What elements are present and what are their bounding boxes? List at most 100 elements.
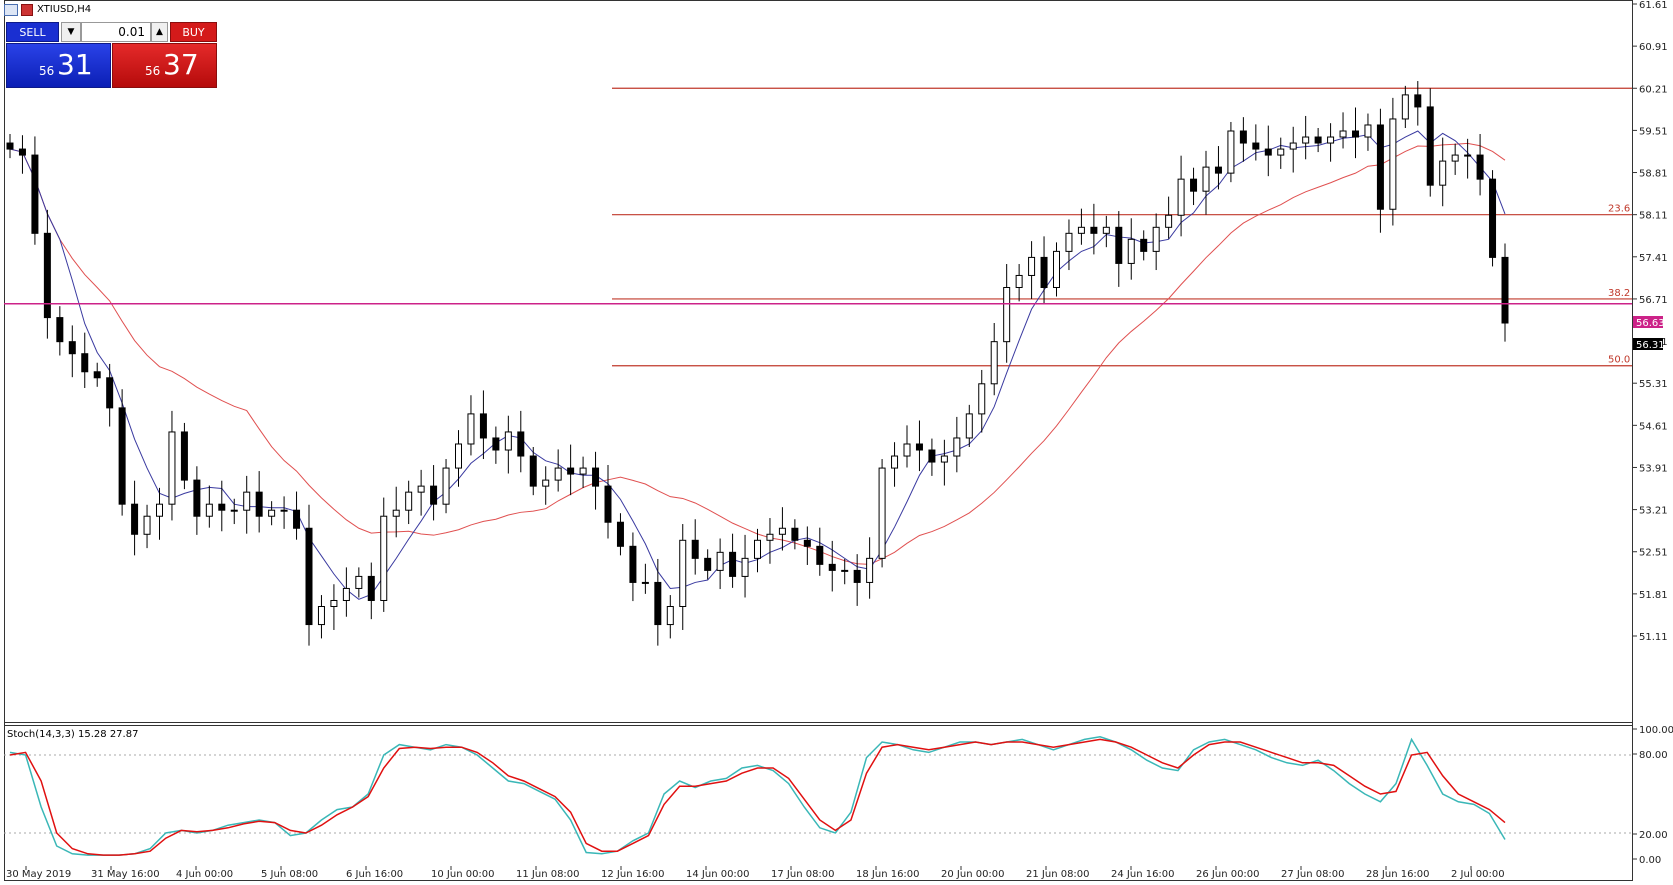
x-tick-label: 18 Jun 16:00 xyxy=(856,869,920,880)
sell-price-box[interactable]: 56 31 xyxy=(6,43,111,88)
candle-body xyxy=(1489,178,1497,258)
candle xyxy=(990,323,998,396)
x-tick-label: 5 Jun 08:00 xyxy=(261,869,318,880)
candle xyxy=(828,540,836,592)
candle xyxy=(1314,127,1322,153)
candle xyxy=(716,538,724,590)
y-tick-label: 60.21 xyxy=(1639,84,1668,95)
candle-body xyxy=(305,527,313,626)
candle-body xyxy=(704,557,712,571)
candle xyxy=(978,369,986,433)
candle-body xyxy=(1202,166,1210,192)
candle-body xyxy=(953,437,961,457)
candle xyxy=(330,584,338,630)
lot-increment-arrow-icon[interactable]: ▲ xyxy=(151,22,168,42)
buy-price-box[interactable]: 56 37 xyxy=(112,43,217,88)
candle-body xyxy=(180,431,188,481)
candle-body xyxy=(754,539,761,559)
candle xyxy=(1214,146,1222,190)
candle xyxy=(1239,117,1247,162)
candle xyxy=(1489,170,1497,267)
candle xyxy=(529,447,537,496)
candle xyxy=(43,209,51,339)
lot-size-input[interactable]: 0.01 xyxy=(81,22,151,42)
candle-body xyxy=(1277,148,1285,156)
fibonacci-levels[interactable]: 23.6 38.2 50.0 xyxy=(612,87,1632,367)
y-tick-label: 52.51 xyxy=(1639,548,1668,559)
candle xyxy=(641,563,649,594)
x-tick-label: 10 Jun 00:00 xyxy=(431,869,495,880)
candle-body xyxy=(1152,226,1160,252)
candle-body xyxy=(766,533,774,541)
candle xyxy=(1464,138,1472,179)
candle xyxy=(953,416,961,473)
candle xyxy=(293,491,301,540)
candle xyxy=(1102,215,1110,248)
x-tick-label: 20 Jun 00:00 xyxy=(941,869,1005,880)
stoch-tick-label: 20.00 xyxy=(1639,830,1668,841)
y-tick-label: 51.81 xyxy=(1639,590,1668,601)
candle-body xyxy=(1177,178,1185,216)
sell-price-big: 31 xyxy=(57,48,93,81)
candle xyxy=(1152,213,1160,271)
candle xyxy=(118,389,126,516)
candle-body xyxy=(1102,226,1110,234)
candle xyxy=(1227,121,1235,183)
candle xyxy=(268,501,276,526)
candle xyxy=(542,466,550,505)
candle xyxy=(878,459,886,568)
candle xyxy=(915,420,923,472)
candle-body xyxy=(218,503,226,511)
candle-body xyxy=(778,527,786,535)
candle xyxy=(1202,150,1210,215)
candle-body xyxy=(442,467,450,505)
candle-body xyxy=(168,431,176,505)
candle xyxy=(841,558,849,585)
y-tick-label: 58.11 xyxy=(1639,211,1668,222)
candle-body xyxy=(1364,124,1372,138)
candle xyxy=(679,524,687,630)
candle-body xyxy=(903,443,911,457)
candle-body xyxy=(1451,154,1459,162)
stochastic-oscillator xyxy=(4,736,1632,856)
candle-body xyxy=(1077,226,1085,234)
candle-body xyxy=(367,575,375,601)
candle-body xyxy=(666,606,674,626)
candle xyxy=(1352,107,1359,159)
candle-body xyxy=(517,431,525,457)
candle xyxy=(392,486,400,538)
candlestick-series[interactable] xyxy=(6,81,1509,646)
y-tick-label: 53.21 xyxy=(1639,506,1668,517)
candle-body xyxy=(816,545,824,565)
candle xyxy=(1401,85,1409,128)
candle xyxy=(205,485,213,528)
sell-button[interactable]: SELL xyxy=(6,22,59,42)
candle-body xyxy=(803,539,811,547)
candle-body xyxy=(1028,256,1036,276)
stoch-tick-label: 0.00 xyxy=(1639,855,1661,866)
candle-body xyxy=(579,467,587,475)
x-tick-label: 27 Jun 08:00 xyxy=(1281,869,1345,880)
candle xyxy=(430,465,438,521)
candle-body xyxy=(567,467,575,475)
buy-button[interactable]: BUY xyxy=(170,22,217,42)
candle-body xyxy=(1426,106,1434,186)
candle-body xyxy=(1127,238,1135,264)
candle xyxy=(554,449,562,492)
candle-body xyxy=(118,407,126,505)
candle xyxy=(1451,143,1459,175)
candle-body xyxy=(143,515,151,535)
candle-body xyxy=(741,557,749,577)
candle xyxy=(1065,219,1073,271)
candle xyxy=(193,466,201,535)
candle xyxy=(255,471,263,533)
candle xyxy=(1414,81,1422,126)
y-tick-label: 54.61 xyxy=(1639,421,1668,432)
lot-dropdown-arrow-icon[interactable]: ▼ xyxy=(61,22,81,42)
y-tick-label: 58.81 xyxy=(1639,169,1668,180)
candle xyxy=(1015,264,1023,302)
price-axis: 61.61 60.91 60.21 59.51 58.81 58.11 57.41 56.71… xyxy=(1633,0,1673,866)
candle xyxy=(467,395,475,456)
candle-body xyxy=(891,455,899,469)
